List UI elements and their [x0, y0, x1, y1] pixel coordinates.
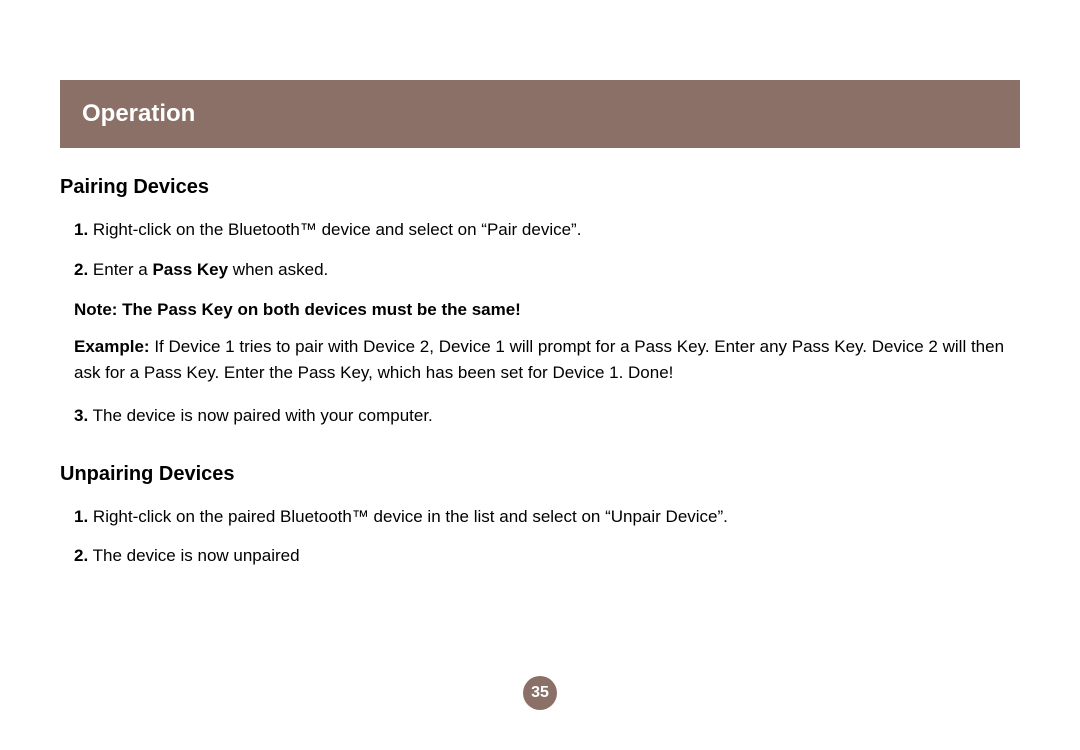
step-text: The device is now paired with your compu…: [88, 406, 433, 425]
step-number: 2.: [74, 546, 88, 565]
step-text: Right-click on the paired Bluetooth™ dev…: [88, 507, 728, 526]
step-text: The device is now unpaired: [88, 546, 299, 565]
manual-page: Operation Pairing Devices 1. Right-click…: [0, 0, 1080, 569]
example-text: If Device 1 tries to pair with Device 2,…: [74, 337, 1004, 382]
pairing-step-3: 3. The device is now paired with your co…: [74, 403, 1020, 429]
section-header-title: Operation: [82, 100, 195, 127]
unpairing-title: Unpairing Devices: [60, 463, 1020, 486]
example-label: Example:: [74, 337, 150, 356]
step-number: 3.: [74, 406, 88, 425]
pairing-title: Pairing Devices: [60, 176, 1020, 199]
passkey-note: Note: The Pass Key on both devices must …: [74, 300, 1020, 320]
pairing-step-2: 2. Enter a Pass Key when asked.: [74, 257, 1020, 283]
pass-key-bold: Pass Key: [152, 260, 228, 279]
step-text-pre: Enter a: [88, 260, 152, 279]
step-number: 2.: [74, 260, 88, 279]
step-text: Right-click on the Bluetooth™ device and…: [88, 220, 581, 239]
section-header-bar: Operation: [60, 80, 1020, 148]
pairing-step-1: 1. Right-click on the Bluetooth™ device …: [74, 217, 1020, 243]
step-text-post: when asked.: [228, 260, 328, 279]
unpairing-step-1: 1. Right-click on the paired Bluetooth™ …: [74, 504, 1020, 530]
step-number: 1.: [74, 507, 88, 526]
passkey-example: Example: If Device 1 tries to pair with …: [74, 334, 1020, 385]
page-number-text: 35: [531, 684, 549, 702]
unpairing-step-2: 2. The device is now unpaired: [74, 543, 1020, 569]
page-number-badge: 35: [523, 676, 557, 710]
step-number: 1.: [74, 220, 88, 239]
